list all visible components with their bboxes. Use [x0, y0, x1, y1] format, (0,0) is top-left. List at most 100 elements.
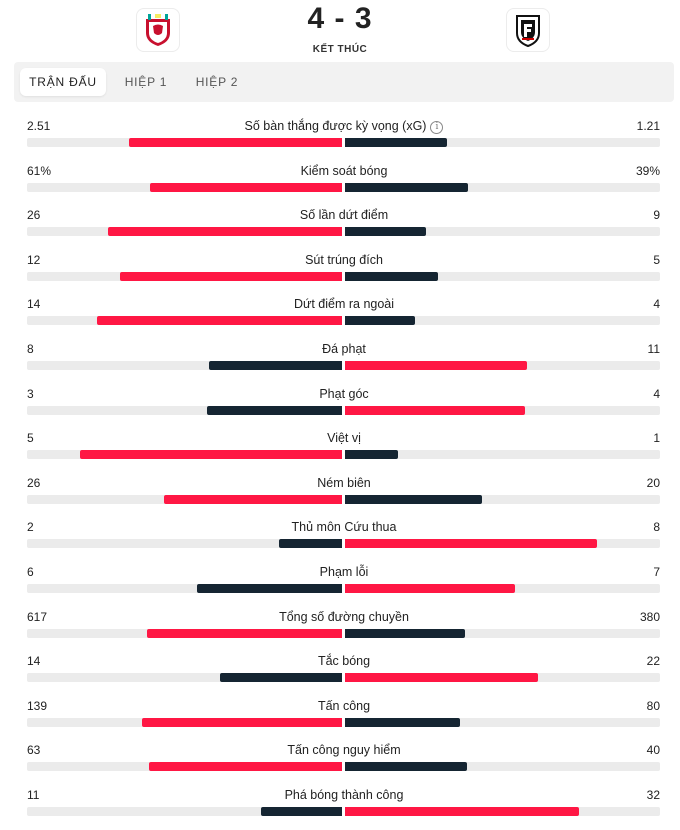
- home-bar-track: [27, 271, 342, 281]
- home-stat-bar: [209, 361, 342, 370]
- away-bar-track: [345, 494, 660, 504]
- away-stat-value: 32: [646, 788, 660, 802]
- away-bar-track: [345, 182, 660, 192]
- away-stat-bar: [345, 807, 580, 816]
- home-stat-value: 14: [27, 654, 41, 669]
- home-bar-track: [27, 673, 342, 683]
- away-bar-track: [345, 138, 660, 147]
- home-stat-bar: [207, 405, 342, 415]
- stat-row: 26 Ném biên 20: [0, 469, 680, 509]
- home-stat-bar: [142, 717, 342, 727]
- tab-second-half[interactable]: HIỆP 2: [195, 75, 239, 89]
- away-stat-bar: [345, 138, 448, 147]
- tab-match[interactable]: TRẬN ĐẤU: [20, 68, 106, 96]
- away-bar-track: [345, 762, 660, 772]
- away-bar-track: [345, 807, 660, 816]
- home-stat-value: 3: [27, 386, 34, 401]
- stat-label-text: Dứt điểm ra ngoài: [293, 297, 395, 312]
- home-stat-value: 26: [27, 208, 41, 223]
- home-bar-track: [27, 628, 342, 638]
- home-stat-bar: [149, 762, 342, 772]
- stat-label: Phá bóng thành công: [0, 788, 680, 802]
- home-team-logo[interactable]: [136, 8, 180, 52]
- stat-label: Tổng số đường chuyền: [0, 610, 680, 624]
- away-stat-value: 39%: [635, 163, 660, 178]
- away-stat-bar: [345, 405, 525, 415]
- stat-label-text: Số lần dứt điểm: [299, 208, 389, 223]
- home-stat-bar: [79, 450, 342, 460]
- away-stat-value: 1.21: [636, 119, 660, 133]
- home-bar-track: [27, 227, 342, 237]
- fulham-crest-icon: [516, 15, 540, 47]
- stat-row: 26 Số lần dứt điểm 9: [0, 201, 680, 241]
- stat-label-text: Đá phạt: [322, 342, 366, 356]
- period-tabs: TRẬN ĐẤU HIỆP 1 HIỆP 2: [14, 62, 674, 102]
- home-stat-value: 5: [27, 431, 34, 446]
- away-bar-track: [345, 361, 660, 370]
- away-bar-track: [345, 717, 660, 727]
- stat-label-text: Tổng số đường chuyền: [279, 609, 409, 624]
- home-stat-bar: [163, 494, 342, 504]
- stat-label-text: Tấn công: [317, 698, 371, 713]
- home-stat-value: 11: [27, 788, 40, 802]
- stat-label-text: Phạm lỗi: [319, 565, 369, 579]
- stat-label-text: Số bàn thắng được kỳ vọng (xG): [244, 119, 427, 133]
- stat-label-text: Kiểm soát bóng: [300, 163, 388, 178]
- away-stat-value: 5: [653, 252, 660, 267]
- home-bar-track: [27, 494, 342, 504]
- home-stat-bar: [196, 584, 342, 593]
- stat-label-text: Tấn công nguy hiểm: [287, 743, 401, 758]
- stat-label: Đá phạt: [0, 342, 680, 356]
- stat-row: 139 Tấn công 80: [0, 692, 680, 732]
- home-bar-track: [27, 717, 342, 727]
- stat-row: 5 Việt vị 1: [0, 424, 680, 464]
- stat-row: 14 Tắc bóng 22: [0, 647, 680, 687]
- stat-label-text: Ném biên: [317, 475, 371, 490]
- stat-label-text: Phá bóng thành công: [284, 788, 404, 802]
- away-bar-track: [345, 450, 660, 460]
- home-stat-bar: [261, 807, 342, 816]
- stat-label-text: Việt vị: [327, 431, 361, 446]
- stat-label: Tấn công nguy hiểm: [0, 743, 680, 757]
- away-stat-value: 7: [653, 565, 660, 579]
- stat-label: Tấn công: [0, 699, 680, 713]
- match-status: KẾT THÚC: [312, 44, 368, 55]
- stat-row: 12 Sút trúng đích 5: [0, 246, 680, 286]
- away-stat-value: 9: [653, 208, 660, 223]
- home-stat-bar: [279, 539, 342, 549]
- away-stat-bar: [345, 271, 438, 281]
- tab-first-half[interactable]: HIỆP 1: [124, 75, 168, 89]
- stat-label: Dứt điểm ra ngoài: [0, 297, 680, 311]
- stat-label: Tắc bóng: [0, 654, 680, 668]
- home-stat-bar: [219, 673, 342, 683]
- home-bar-track: [27, 539, 342, 549]
- away-stat-value: 22: [646, 654, 660, 669]
- away-stat-bar: [345, 227, 426, 237]
- away-bar-track: [345, 316, 660, 326]
- stat-label: Thủ môn Cứu thua: [0, 520, 680, 534]
- stat-row: 61% Kiểm soát bóng 39%: [0, 157, 680, 197]
- away-bar-track: [345, 271, 660, 281]
- stat-row: 11 Phá bóng thành công 32: [0, 781, 680, 821]
- stat-label-text: Thủ môn Cứu thua: [291, 520, 397, 535]
- away-team-logo[interactable]: [506, 8, 550, 52]
- home-stat-bar: [108, 227, 342, 237]
- stat-label: Việt vị: [0, 431, 680, 445]
- home-bar-track: [27, 316, 342, 326]
- home-bar-track: [27, 762, 342, 772]
- away-stat-value: 4: [653, 386, 660, 401]
- home-stat-value: 26: [27, 475, 41, 490]
- info-icon[interactable]: i: [430, 121, 444, 134]
- stat-row: 617 Tổng số đường chuyền 380: [0, 603, 680, 643]
- away-stat-value: 380: [639, 609, 660, 624]
- away-stat-bar: [345, 628, 466, 638]
- home-bar-track: [27, 182, 342, 192]
- away-stat-bar: [345, 539, 597, 549]
- stat-label-text: Phạt góc: [319, 386, 369, 401]
- home-bar-track: [27, 450, 342, 460]
- stat-row: 2.51 Số bàn thắng được kỳ vọng (xG) i 1.21: [0, 112, 680, 152]
- away-stat-bar: [345, 584, 515, 593]
- home-stat-bar: [97, 316, 342, 326]
- home-bar-track: [27, 584, 342, 593]
- home-stat-value: 8: [27, 342, 34, 356]
